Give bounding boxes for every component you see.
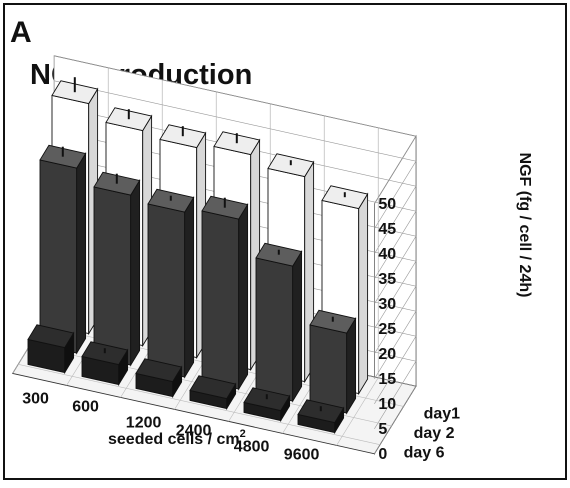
category-label: 1200 <box>126 414 162 431</box>
bar-side <box>238 202 249 391</box>
bar-side <box>346 316 357 415</box>
y-tick-label: 50 <box>378 196 396 213</box>
y-tick-label: 5 <box>378 421 387 438</box>
y-tick-label: 10 <box>378 396 396 413</box>
y-tick-label: 45 <box>378 221 396 238</box>
x-axis-label: seeded cells / cm2 <box>108 428 246 448</box>
bar-top <box>159 124 207 149</box>
series-label: day 2 <box>414 425 455 442</box>
bar-top <box>213 131 261 156</box>
category-label: 4800 <box>234 438 270 455</box>
bar-top <box>135 358 183 383</box>
bar <box>93 186 132 366</box>
series-label: day 6 <box>404 445 445 462</box>
bar <box>255 257 294 402</box>
y-tick-label: 35 <box>378 271 396 288</box>
y-tick-label: 40 <box>378 246 396 263</box>
category-label: 300 <box>22 390 49 407</box>
bar-side <box>358 192 369 396</box>
series-label: day1 <box>424 406 461 423</box>
bar-top <box>321 185 369 210</box>
y-tick-label: 30 <box>378 296 396 313</box>
category-label: 9600 <box>284 446 320 463</box>
y-tick-label: 20 <box>378 346 396 363</box>
bar-top <box>27 324 75 349</box>
bar <box>39 159 78 354</box>
bar-top <box>189 375 237 400</box>
bar-side <box>130 178 141 367</box>
floor-gridline <box>18 364 381 445</box>
bar <box>201 210 240 390</box>
category-label: 600 <box>72 398 99 415</box>
bar-side <box>292 249 303 403</box>
bar-top <box>93 171 141 196</box>
panel-label: A <box>10 16 32 49</box>
bar-side <box>76 151 87 355</box>
category-label: 2400 <box>176 422 212 439</box>
floor-gridline <box>336 377 379 446</box>
bar-top <box>201 195 249 220</box>
y-tick-label: 15 <box>378 371 396 388</box>
x-axis-label-text: seeded cells / cm <box>108 431 240 448</box>
y-axis-label: NGF (fg / cell / 24h) <box>516 153 533 298</box>
y-tick-label: 25 <box>378 321 396 338</box>
bar <box>147 203 186 378</box>
bar-top <box>105 107 153 132</box>
x-axis-label-superscript: 2 <box>240 428 246 440</box>
bar-top <box>147 188 195 213</box>
bar-top <box>39 144 87 169</box>
gridline <box>54 55 417 204</box>
figure-border <box>3 3 567 480</box>
bar-top <box>255 242 303 267</box>
plot-area: 0 5 10 15 20 25 30 35 40 45 50 300 600 1200 2400 4800 96… <box>11 55 461 463</box>
gridline <box>54 80 417 229</box>
bar-side <box>184 195 195 379</box>
y-tick-label: 0 <box>378 446 387 463</box>
bar-top <box>267 153 315 178</box>
bar <box>309 324 348 414</box>
